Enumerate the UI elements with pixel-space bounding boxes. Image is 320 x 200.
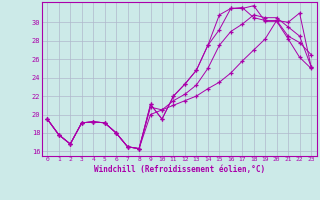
X-axis label: Windchill (Refroidissement éolien,°C): Windchill (Refroidissement éolien,°C) bbox=[94, 165, 265, 174]
